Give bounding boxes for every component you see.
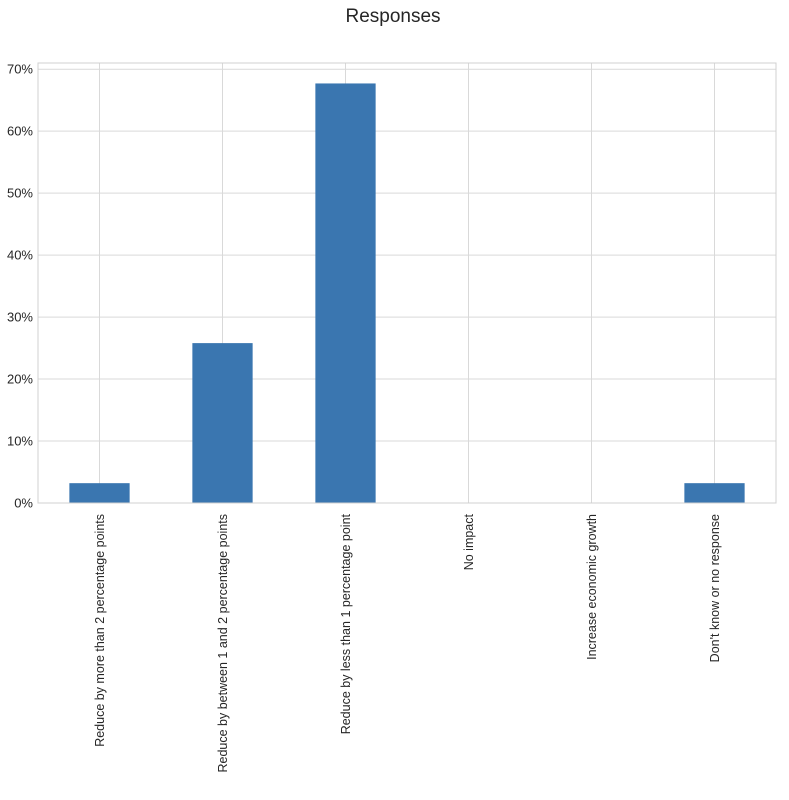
bars <box>69 83 745 503</box>
y-tick-label: 30% <box>7 310 33 325</box>
bar <box>684 483 745 503</box>
x-tick-label: Reduce by between 1 and 2 percentage poi… <box>216 514 230 773</box>
plot-frame <box>37 62 777 504</box>
x-tick-labels: Reduce by more than 2 percentage points R… <box>93 513 722 772</box>
y-tick-label: 20% <box>7 372 33 387</box>
y-tick-labels: 0% 10% 20% 30% 40% 50% 60% 70% <box>7 62 33 511</box>
bar <box>315 83 376 503</box>
x-tick-label: Increase economic growth <box>585 514 599 660</box>
x-tick-label: Reduce by less than 1 percentage point <box>339 513 353 734</box>
y-tick-label: 10% <box>7 434 33 449</box>
bar <box>69 483 130 503</box>
x-tick-label: No impact <box>462 513 476 570</box>
y-tick-label: 0% <box>14 496 33 511</box>
y-tick-label: 50% <box>7 186 33 201</box>
grid-lines <box>38 63 776 504</box>
bar <box>192 343 253 503</box>
chart-title: Responses <box>345 6 440 27</box>
y-tick-label: 70% <box>7 62 33 77</box>
y-tick-label: 60% <box>7 124 33 139</box>
x-tick-label: Don't know or no response <box>708 514 722 662</box>
x-tick-label: Reduce by more than 2 percentage points <box>93 514 107 747</box>
y-tick-label: 40% <box>7 248 33 263</box>
